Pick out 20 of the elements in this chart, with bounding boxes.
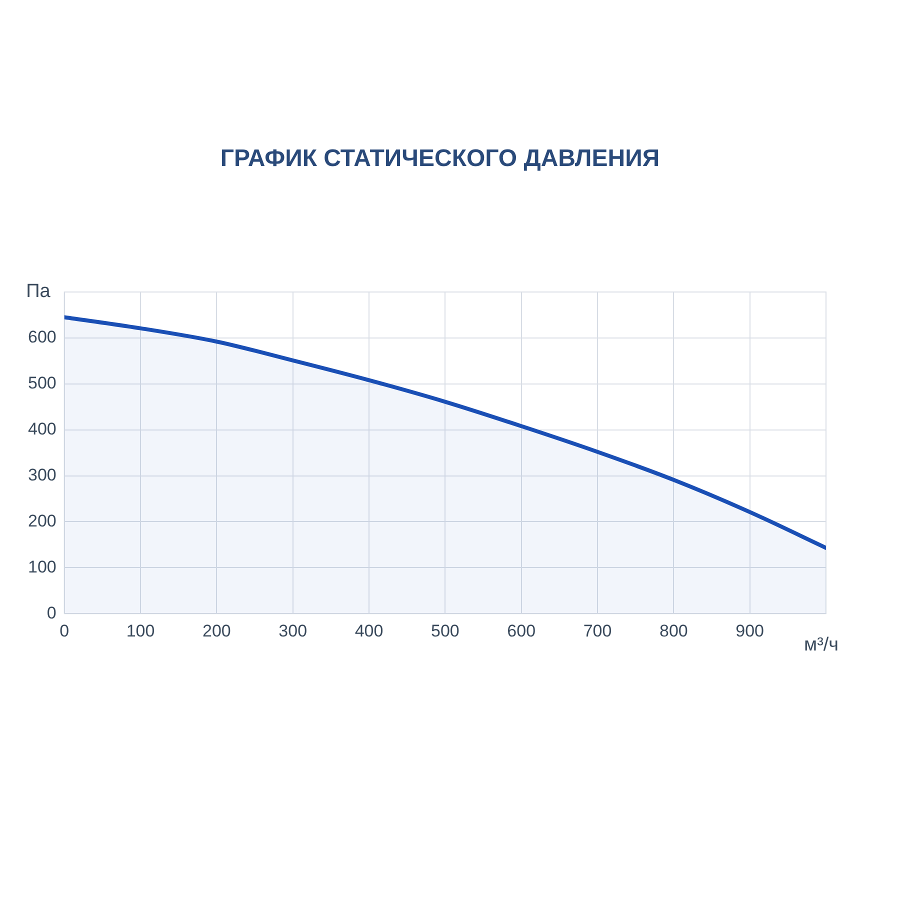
y-tick-label: 400 xyxy=(28,420,56,439)
y-tick-label: 300 xyxy=(28,465,56,484)
x-tick-label: 300 xyxy=(278,621,308,640)
y-tick-label: 500 xyxy=(28,374,56,393)
y-tick-label: 100 xyxy=(28,557,56,576)
y-tick-label: 200 xyxy=(28,511,56,530)
x-tick-label: 400 xyxy=(354,621,384,640)
x-tick-label: 600 xyxy=(507,621,536,640)
x-tick-label: 500 xyxy=(430,621,460,640)
x-tick-label: 900 xyxy=(736,621,764,640)
y-axis-title: Па xyxy=(26,281,51,302)
y-tick-label: 600 xyxy=(28,328,56,347)
x-axis-title: м³/ч xyxy=(804,634,839,656)
x-tick-label: 200 xyxy=(202,621,231,640)
y-tick-label: 0 xyxy=(46,603,56,622)
chart-title: ГРАФИК СТАТИЧЕСКОГО ДАВЛЕНИЯ xyxy=(219,145,661,173)
x-tick-label: 100 xyxy=(126,621,155,640)
x-tick-label: 700 xyxy=(583,621,612,640)
x-tick-label: 0 xyxy=(60,621,70,640)
x-tick-label: 800 xyxy=(659,621,688,640)
